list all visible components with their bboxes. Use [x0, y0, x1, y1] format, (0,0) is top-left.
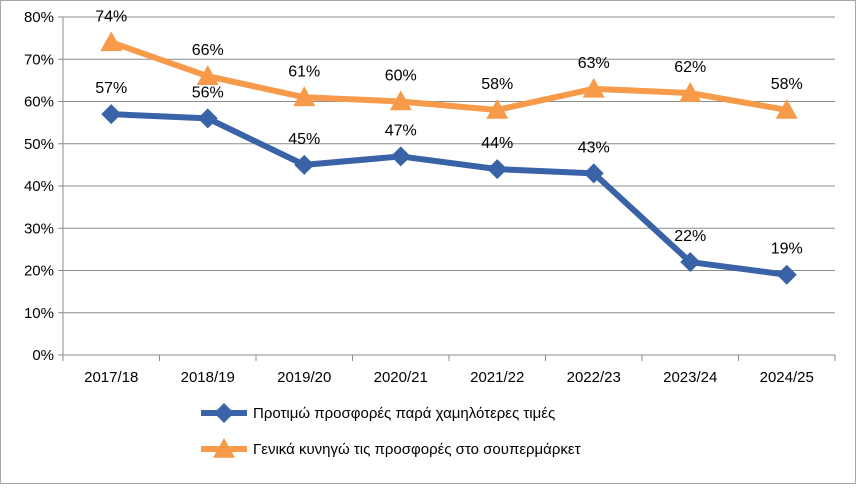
- y-tick-label: 70%: [24, 51, 54, 68]
- diamond-marker: [101, 104, 122, 125]
- diamond-marker: [197, 108, 218, 129]
- x-tick-label: 2021/22: [470, 369, 524, 386]
- data-label: 63%: [578, 55, 610, 72]
- data-labels: 57% 56% 45% 47% 44% 43% 22% 19% 74% 66% 61% 60% 58% 6…: [95, 8, 803, 257]
- data-label: 56%: [192, 84, 224, 101]
- triangle-marker: [389, 90, 412, 111]
- y-axis-ticks: 0% 10% 20% 30% 40% 50% 60% 70% 80%: [24, 9, 64, 364]
- data-label: 61%: [288, 63, 320, 80]
- y-tick-label: 40%: [24, 178, 54, 195]
- y-tick-label: 80%: [24, 9, 54, 26]
- series-line-1: [108, 111, 790, 278]
- triangle-marker: [775, 98, 798, 119]
- diamond-marker: [214, 403, 234, 423]
- data-label: 47%: [385, 122, 417, 139]
- triangle-marker: [582, 77, 605, 98]
- series-group: [100, 31, 798, 285]
- x-axis-ticks: 2017/18 2018/19 2019/20 2020/21 2021/22 2022/…: [62, 355, 836, 386]
- data-label: 19%: [771, 241, 803, 258]
- triangle-marker: [213, 438, 235, 458]
- diamond-marker: [776, 264, 797, 285]
- diamond-marker: [583, 163, 604, 184]
- data-label: 66%: [192, 42, 224, 59]
- data-label: 74%: [95, 8, 127, 25]
- diamond-marker: [390, 146, 411, 167]
- legend: Προτιμώ προσφορές παρά χαμηλότερες τιμές…: [201, 403, 581, 458]
- data-label: 60%: [385, 68, 417, 85]
- x-tick-label: 2018/19: [181, 369, 235, 386]
- data-label: 62%: [674, 59, 706, 76]
- x-tick-label: 2023/24: [663, 369, 717, 386]
- y-tick-label: 0%: [32, 347, 54, 364]
- y-tick-label: 20%: [24, 263, 54, 280]
- data-label: 58%: [481, 76, 513, 93]
- y-tick-label: 50%: [24, 136, 54, 153]
- diamond-marker: [487, 159, 508, 180]
- x-tick-label: 2022/23: [567, 369, 621, 386]
- series-line-2: [108, 39, 790, 113]
- data-label: 45%: [288, 131, 320, 148]
- triangle-marker: [100, 31, 123, 52]
- triangle-marker: [679, 82, 702, 102]
- gridlines: [63, 16, 835, 356]
- triangle-marker: [293, 86, 316, 107]
- data-label: 57%: [95, 80, 127, 97]
- data-label: 22%: [674, 228, 706, 245]
- y-tick-label: 10%: [24, 305, 54, 322]
- x-tick-label: 2024/25: [760, 369, 814, 386]
- legend-label-1: Προτιμώ προσφορές παρά χαμηλότερες τιμές: [253, 405, 555, 422]
- triangle-marker: [486, 98, 509, 119]
- diamond-marker: [680, 252, 701, 273]
- y-tick-label: 30%: [24, 220, 54, 237]
- x-tick-label: 2020/21: [374, 369, 428, 386]
- data-label: 43%: [578, 139, 610, 156]
- legend-label-2: Γενικά κυνηγώ τις προσφορές στο σουπερμά…: [253, 441, 581, 458]
- data-label: 58%: [771, 76, 803, 93]
- triangle-marker: [196, 65, 219, 85]
- x-tick-label: 2019/20: [277, 369, 331, 386]
- x-tick-label: 2017/18: [84, 369, 138, 386]
- data-label: 44%: [481, 135, 513, 152]
- diamond-marker: [294, 154, 315, 175]
- y-tick-label: 60%: [24, 94, 54, 111]
